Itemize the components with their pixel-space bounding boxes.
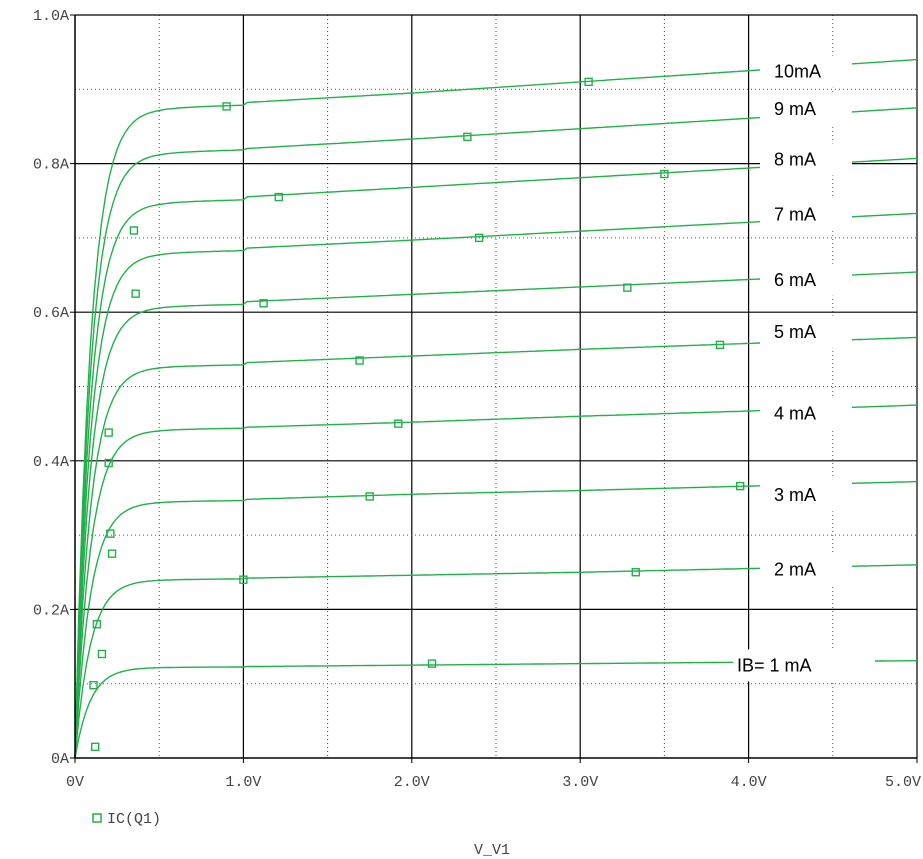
x-tick-label: 5.0V bbox=[885, 774, 921, 791]
curve-label: 3 mA bbox=[774, 485, 816, 505]
curve-label-bg bbox=[760, 263, 852, 296]
series-marker bbox=[427, 659, 437, 668]
curve-label: 9 mA bbox=[774, 99, 816, 119]
curve-label-bg bbox=[760, 55, 852, 88]
series-marker bbox=[131, 289, 140, 298]
legend-marker bbox=[92, 813, 102, 823]
series-marker bbox=[660, 169, 669, 179]
y-tick-label: 1.0A bbox=[33, 8, 69, 25]
series-marker bbox=[91, 742, 100, 752]
curve-label: 4 mA bbox=[774, 404, 816, 424]
curve-label-bg bbox=[760, 553, 852, 586]
x-tick-label: 3.0V bbox=[562, 774, 598, 791]
x-axis-title: V_V1 bbox=[474, 842, 510, 859]
series-marker bbox=[107, 549, 117, 558]
series-marker bbox=[631, 568, 640, 577]
legend-label: IC(Q1) bbox=[107, 811, 161, 828]
y-tick-label: 0.8A bbox=[33, 157, 69, 174]
legend: IC(Q1) bbox=[92, 811, 161, 828]
series-marker bbox=[365, 492, 374, 501]
curve-label: 6 mA bbox=[774, 270, 816, 290]
series-marker bbox=[104, 458, 113, 468]
series-marker bbox=[129, 226, 139, 235]
curve-label: 10mA bbox=[774, 62, 821, 82]
series-marker bbox=[97, 649, 107, 659]
series-marker bbox=[104, 428, 113, 437]
x-tick-label: 0V bbox=[66, 774, 84, 791]
curve-label: 7 mA bbox=[774, 204, 816, 224]
y-tick-label: 0.2A bbox=[33, 602, 69, 619]
curve-label: IB= 1 mA bbox=[737, 655, 812, 675]
series-marker bbox=[463, 132, 472, 142]
series-marker bbox=[222, 102, 231, 111]
curve-label-bg bbox=[760, 143, 852, 176]
series-marker bbox=[106, 529, 115, 538]
y-tick-label: 0.4A bbox=[33, 454, 69, 471]
series-marker bbox=[735, 481, 745, 491]
series-marker bbox=[474, 233, 484, 243]
grid bbox=[75, 14, 918, 758]
series-marker bbox=[623, 283, 632, 292]
curve-label-bg bbox=[760, 479, 852, 512]
series-marker bbox=[394, 419, 403, 428]
axes: 0V 1.0V 2.0V 3.0V 4.0V 5.0V 0A 0.2A 0.4A 0.6A 0.8A… bbox=[33, 8, 921, 791]
curve-label-bg bbox=[760, 315, 852, 348]
x-tick-label: 4.0V bbox=[731, 774, 767, 791]
series-marker bbox=[259, 299, 268, 308]
x-tick-label: 1.0V bbox=[225, 774, 261, 791]
series-marker bbox=[355, 356, 364, 365]
curve-label: 2 mA bbox=[774, 560, 816, 580]
x-tick-label: 2.0V bbox=[394, 774, 430, 791]
y-tick-label: 0A bbox=[51, 751, 69, 768]
series-marker bbox=[274, 192, 283, 202]
curve-label: 5 mA bbox=[774, 322, 816, 342]
series-marker bbox=[239, 575, 248, 584]
series-marker bbox=[92, 620, 102, 629]
series-marker bbox=[715, 340, 725, 350]
curve-label-bg bbox=[760, 397, 852, 430]
y-tick-label: 0.6A bbox=[33, 305, 69, 322]
curve-label: 8 mA bbox=[774, 149, 816, 169]
curve-label-bg bbox=[733, 649, 875, 682]
series-marker bbox=[584, 77, 593, 87]
series-marker bbox=[89, 680, 98, 690]
curve-label-bg bbox=[760, 198, 852, 231]
curve-label-bg bbox=[760, 92, 852, 125]
curve-labels: IB= 1 mA 2 mA 3 mA 4 mA 5 mA 6 mA 7 mA 8 mA 9 mA… bbox=[733, 55, 875, 682]
